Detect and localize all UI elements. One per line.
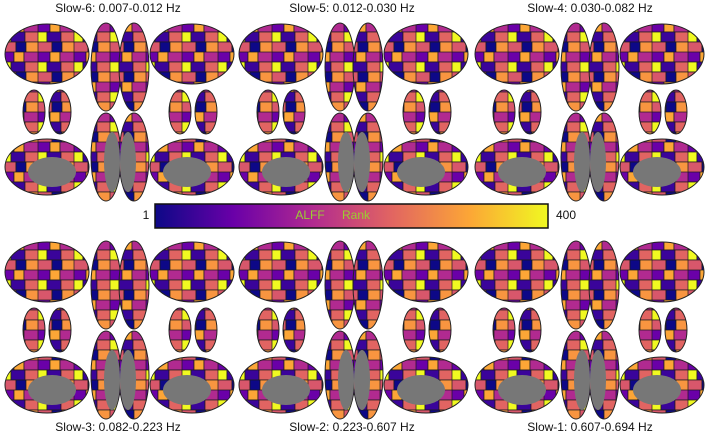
colorbar-label: Rank [342, 208, 371, 222]
panel-title: Slow-6: 0.007-0.012 Hz [55, 1, 180, 15]
panel-title: Slow-3: 0.082-0.223 Hz [55, 420, 180, 434]
colorbar [154, 203, 549, 229]
colorbar-min: 1 [143, 208, 150, 222]
panel-title: Slow-2: 0.223-0.607 Hz [289, 420, 414, 434]
brain-map [474, 240, 705, 420]
brain-map [238, 240, 469, 420]
brain-map [4, 240, 235, 420]
brain-map [238, 22, 469, 202]
panel-title: Slow-5: 0.012-0.030 Hz [289, 1, 414, 15]
brain-map [474, 22, 705, 202]
colorbar-max: 400 [556, 208, 576, 222]
brain-map [4, 22, 235, 202]
colorbar-label: ALFF [295, 208, 324, 222]
panel-title: Slow-1: 0.607-0.694 Hz [527, 420, 652, 434]
panel-title: Slow-4: 0.030-0.082 Hz [527, 1, 652, 15]
